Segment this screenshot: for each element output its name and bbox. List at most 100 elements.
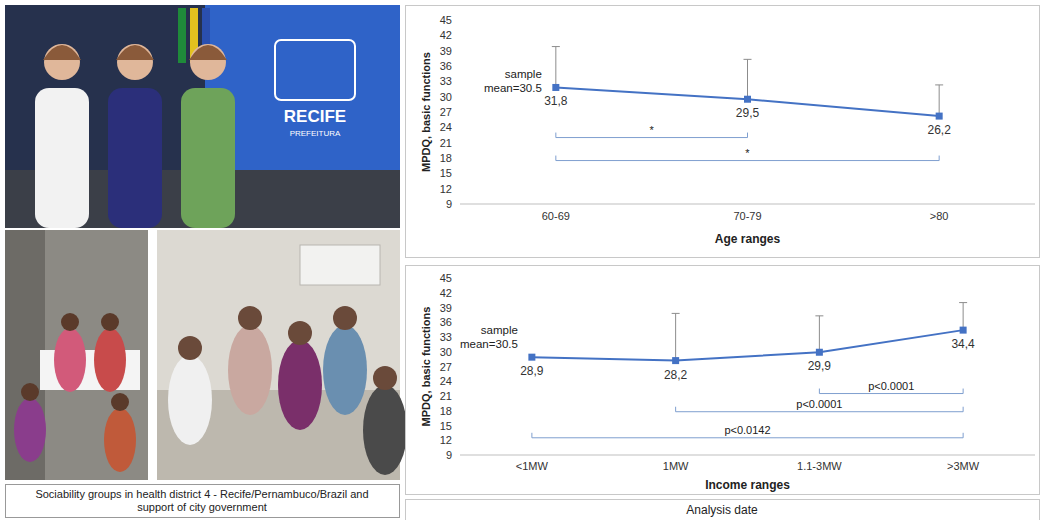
y-tick-label: 9	[446, 449, 452, 461]
error-cap	[552, 46, 560, 47]
error-cap	[935, 84, 943, 85]
person-head	[373, 366, 397, 390]
x-tick-label: 70-79	[733, 210, 761, 222]
person-head	[333, 306, 357, 330]
y-tick-label: 30	[440, 346, 452, 358]
y-tick-label: 45	[440, 272, 452, 284]
data-label: 31,8	[544, 94, 568, 108]
y-tick-label: 15	[440, 420, 452, 432]
error-stem	[675, 313, 676, 360]
error-bar	[959, 303, 967, 331]
caption-line: Sociability groups in health district 4 …	[35, 488, 368, 500]
data-marker	[936, 113, 943, 120]
person-head	[190, 44, 226, 80]
person-head	[21, 383, 39, 401]
y-tick-label: 42	[440, 29, 452, 41]
caption: Sociability groups in health district 4 …	[35, 488, 368, 513]
error-stem	[555, 47, 556, 88]
banner-text: PREFEITURA	[290, 129, 341, 138]
data-marker	[672, 357, 679, 364]
person-head	[178, 336, 202, 360]
chart-panel: 912151821242730333639424560-6970-79>80Ag…	[406, 6, 1040, 258]
error-stem	[963, 303, 964, 331]
x-tick-label: <1MW	[516, 460, 549, 472]
y-tick-label: 21	[440, 137, 452, 149]
y-tick-label: 39	[440, 302, 452, 314]
footer-title: Analysis date	[686, 503, 758, 517]
chart-frame	[406, 266, 1040, 495]
y-tick-label: 30	[440, 91, 452, 103]
data-marker	[816, 349, 823, 356]
footer-frame	[406, 500, 1040, 520]
person-body	[278, 340, 322, 430]
caption-line: support of city government	[137, 501, 267, 513]
x-tick-label: 1.1-3MW	[797, 460, 842, 472]
error-cap	[744, 59, 752, 60]
data-label: 34,4	[951, 337, 975, 351]
x-axis	[460, 204, 1035, 205]
person-body	[54, 328, 86, 392]
y-tick-label: 36	[440, 60, 452, 72]
y-tick-label: 33	[440, 75, 452, 87]
y-tick-label: 12	[440, 183, 452, 195]
x-axis	[460, 455, 1035, 456]
person-body	[363, 385, 407, 475]
annotation-line: mean=30.5	[484, 82, 542, 94]
person-head	[288, 321, 312, 345]
x-tick-label: >80	[930, 210, 949, 222]
person-head	[111, 393, 129, 411]
data-label: 28,2	[664, 368, 688, 382]
y-tick-label: 33	[440, 331, 452, 343]
x-tick-label: >3MW	[947, 460, 980, 472]
data-label: 29,5	[736, 106, 760, 120]
person-head	[238, 306, 262, 330]
y-tick-label: 39	[440, 45, 452, 57]
wall	[5, 230, 45, 480]
y-tick-label: 45	[440, 14, 452, 26]
y-tick-label: 24	[440, 121, 452, 133]
y-tick-label: 24	[440, 375, 452, 387]
annotation-line: sample	[481, 324, 518, 336]
person-head	[61, 313, 79, 331]
person-body	[228, 325, 272, 415]
person-hair	[43, 45, 81, 60]
data-label: 28,9	[520, 364, 544, 378]
y-axis-title: MPDQ, basic functions	[420, 307, 432, 427]
y-tick-label: 27	[440, 361, 452, 373]
flag	[178, 8, 186, 63]
photo-panel: RECIFEPREFEITURASociability groups in he…	[5, 5, 407, 518]
annotation-line: sample	[505, 68, 542, 80]
person-body	[181, 88, 235, 228]
error-stem	[819, 316, 820, 352]
error-bar	[815, 316, 823, 352]
x-tick-label: 60-69	[542, 210, 570, 222]
marks	[552, 47, 943, 161]
person-body	[108, 88, 162, 228]
person-body	[35, 88, 89, 228]
annotation-line: mean=30.5	[460, 338, 518, 350]
bracket-label: p<0.0001	[868, 380, 914, 392]
person-body	[94, 328, 126, 392]
bracket-label: p<0.0142	[724, 424, 770, 436]
photo-room	[157, 230, 400, 480]
y-tick-label: 12	[440, 434, 452, 446]
person-body	[14, 398, 46, 462]
y-axis-title: MPDQ, basic functions	[420, 52, 432, 172]
person-head	[117, 44, 153, 80]
data-label: 29,9	[808, 359, 832, 373]
error-bar	[672, 313, 680, 360]
person-hair	[189, 45, 227, 60]
window	[300, 245, 380, 285]
annotation: sample mean=30.5	[484, 68, 542, 94]
y-tick-label: 42	[440, 287, 452, 299]
y-tick-label: 18	[440, 152, 452, 164]
person-hair	[116, 45, 154, 60]
person-head	[44, 44, 80, 80]
y-tick-label: 27	[440, 106, 452, 118]
error-stem	[747, 59, 748, 99]
data-label: 26,2	[927, 123, 951, 137]
marks	[528, 303, 967, 438]
y-tick-label: 18	[440, 405, 452, 417]
data-marker	[744, 96, 751, 103]
person-body	[323, 325, 367, 415]
